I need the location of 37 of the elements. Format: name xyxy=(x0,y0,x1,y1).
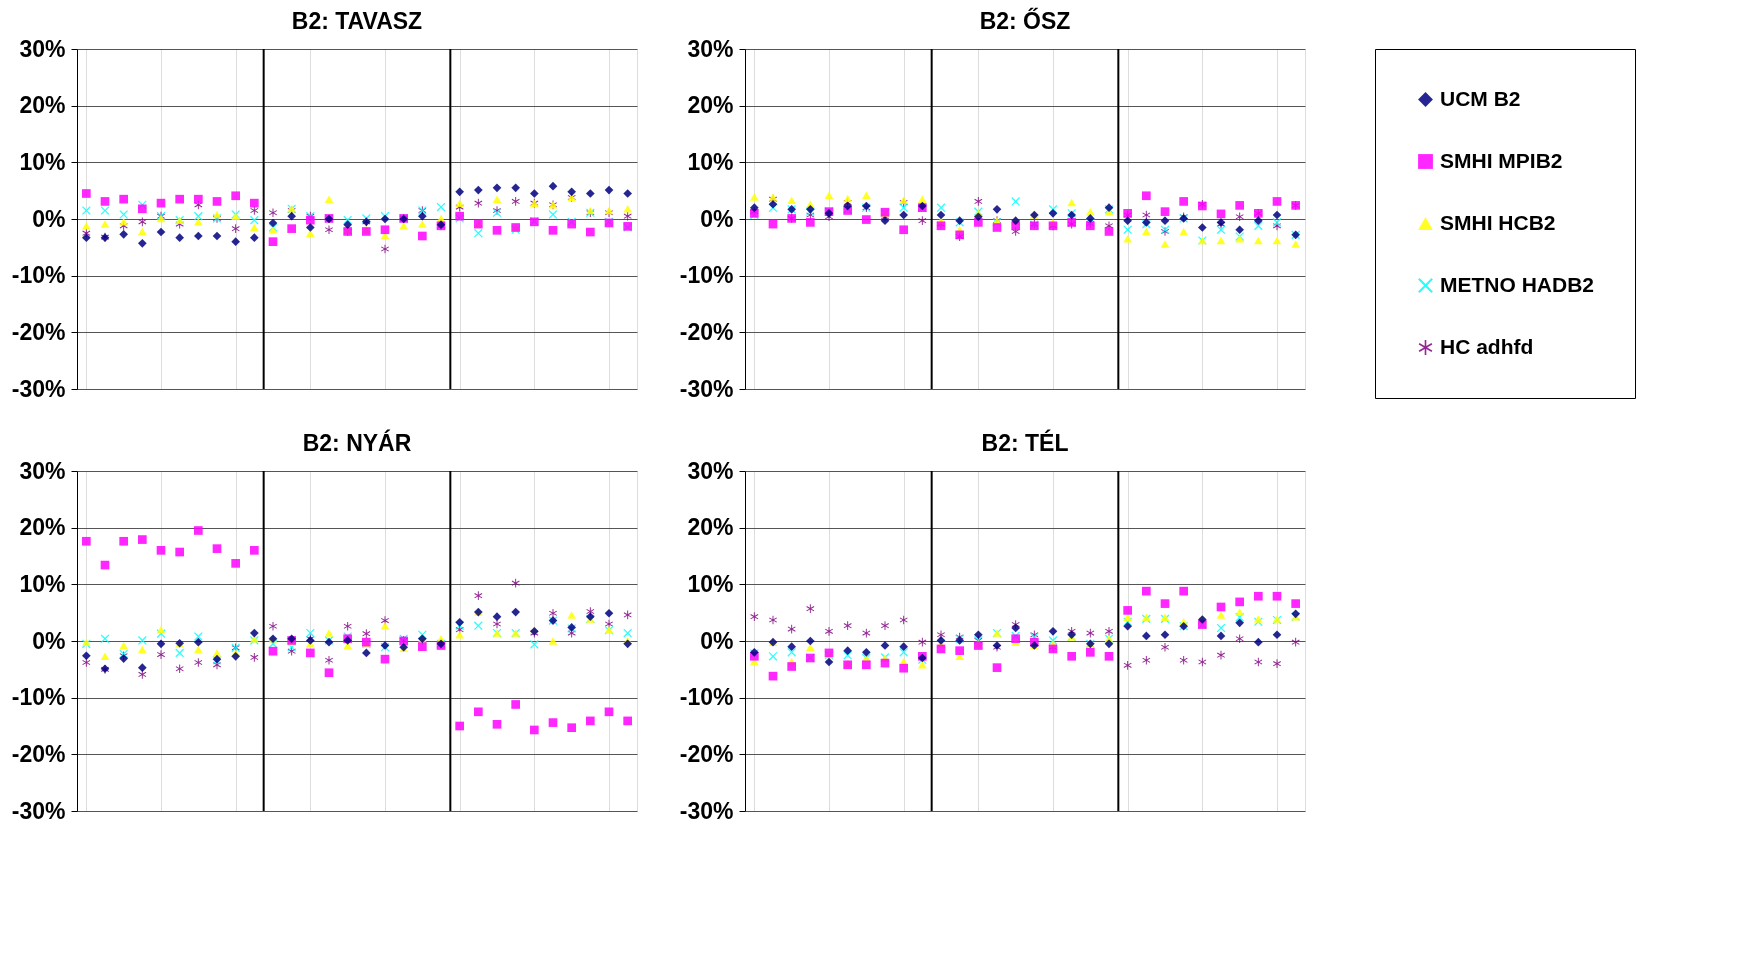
y-tick-label: -30% xyxy=(11,797,66,824)
legend-label: UCM B2 xyxy=(1440,86,1521,110)
y-tick-label: -10% xyxy=(679,262,734,289)
y-tick-label: -10% xyxy=(11,262,66,289)
y-tick-label: -20% xyxy=(679,318,734,345)
y-tick-label: 20% xyxy=(19,514,66,541)
y-tick-label: 20% xyxy=(687,514,734,541)
y-tick-label: -20% xyxy=(11,740,66,767)
legend-label: METNO HADB2 xyxy=(1440,272,1595,296)
y-tick-label: 10% xyxy=(19,570,66,597)
y-tick-label: 30% xyxy=(687,35,734,62)
y-tick-label: 30% xyxy=(19,457,66,484)
y-tick-label: 0% xyxy=(32,627,66,654)
legend-label: SMHI HCB2 xyxy=(1440,210,1556,234)
chart-title: B2: ŐSZ xyxy=(979,7,1071,34)
y-tick-label: 0% xyxy=(700,627,734,654)
y-tick-label: -30% xyxy=(11,375,66,402)
y-tick-label: -20% xyxy=(679,740,734,767)
y-tick-label: 30% xyxy=(19,35,66,62)
y-tick-label: 20% xyxy=(687,92,734,119)
y-tick-label: 10% xyxy=(687,148,734,175)
chart-title: B2: TAVASZ xyxy=(291,8,423,34)
legend-label: HC adhfd xyxy=(1440,334,1534,358)
y-tick-label: -20% xyxy=(11,318,66,345)
chart-title: B2: NYÁR xyxy=(302,429,412,456)
y-tick-label: 20% xyxy=(19,92,66,119)
legend-label: SMHI MPIB2 xyxy=(1440,148,1563,172)
y-tick-label: 30% xyxy=(687,457,734,484)
y-tick-label: -10% xyxy=(11,684,66,711)
y-tick-label: 0% xyxy=(32,205,66,232)
y-tick-label: 10% xyxy=(19,148,66,175)
chart-title: B2: TÉL xyxy=(981,429,1069,456)
y-tick-label: 10% xyxy=(687,570,734,597)
y-tick-label: -30% xyxy=(679,375,734,402)
y-tick-label: 0% xyxy=(700,205,734,232)
y-tick-label: -30% xyxy=(679,797,734,824)
y-tick-label: -10% xyxy=(679,684,734,711)
